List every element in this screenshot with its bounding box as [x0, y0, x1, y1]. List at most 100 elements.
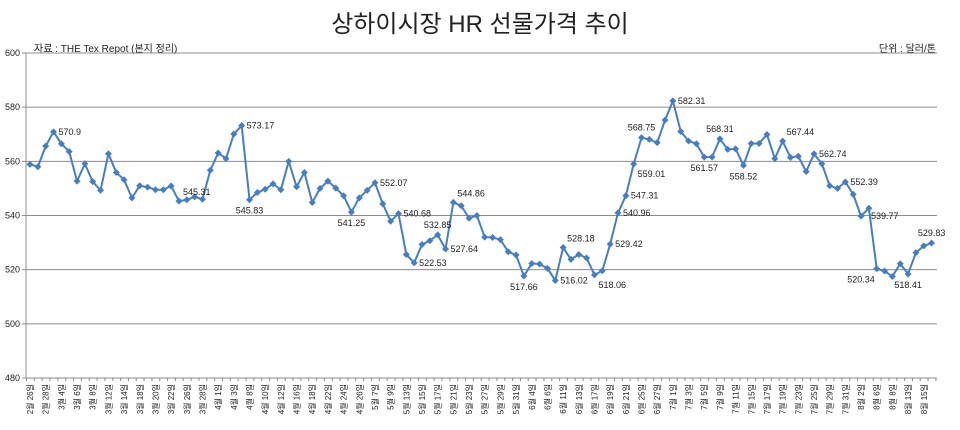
source-note: 자료 : THE Tex Repot (본지 정리) [34, 44, 178, 55]
data-point [739, 161, 747, 169]
y-tick-label: 560 [5, 156, 20, 166]
data-label: 559.01 [638, 169, 666, 179]
data-point [449, 198, 457, 206]
x-tick-label: 7월 5일 [699, 384, 709, 410]
x-tick-label: 4월 1일 [213, 384, 223, 410]
x-tick-label: 4월 8일 [245, 384, 255, 410]
data-point [888, 272, 896, 280]
data-point [308, 199, 316, 206]
data-point [214, 149, 222, 157]
y-axis-ticks: 480 500 520 540 560 580 600 [5, 48, 20, 383]
x-tick-label: 7월 15일 [746, 384, 756, 414]
data-point [50, 128, 58, 136]
data-point [496, 236, 504, 244]
x-tick-label: 7월 1일 [668, 384, 678, 410]
data-point [598, 267, 606, 275]
data-point [920, 242, 928, 250]
data-point [332, 184, 340, 192]
x-tick-label: 6월 17일 [589, 384, 599, 414]
data-label: 568.75 [628, 123, 656, 133]
x-tick-label: 4월 24일 [339, 384, 349, 414]
data-point [402, 251, 410, 258]
data-point [834, 184, 842, 192]
data-point [57, 140, 65, 148]
data-point [73, 177, 81, 185]
data-label: 540.68 [403, 209, 431, 219]
data-point [520, 272, 528, 280]
data-label: 562.74 [819, 149, 847, 159]
data-point [724, 145, 732, 153]
data-point [465, 214, 473, 222]
data-point [473, 212, 481, 219]
data-point [849, 190, 857, 198]
x-tick-label: 3월 4일 [56, 384, 66, 410]
data-point [771, 155, 779, 163]
x-tick-label: 7월 29일 [825, 384, 835, 414]
x-tick-label: 5월 7일 [370, 384, 380, 410]
x-tick-label: 3월 18일 [135, 384, 145, 414]
x-tick-label: 5월 27일 [480, 384, 490, 414]
data-point [685, 137, 693, 145]
data-point [269, 180, 277, 188]
x-tick-label: 6월 6일 [542, 384, 552, 410]
data-point [661, 116, 669, 124]
data-point [434, 231, 442, 239]
x-tick-label: 2월 26일 [25, 384, 35, 414]
chart-title: 상하이시장 HR 선물가격 추이 [331, 11, 629, 38]
data-point [763, 131, 771, 139]
x-tick-label: 7월 3일 [684, 384, 694, 410]
data-point [300, 168, 308, 176]
x-tick-label: 7월 11일 [731, 384, 741, 414]
x-tick-label: 8월 8일 [887, 384, 897, 410]
data-label: 529.83 [918, 228, 946, 238]
x-tick-label: 4월 22일 [323, 384, 333, 414]
data-label: 517.66 [510, 282, 538, 292]
data-point [692, 140, 700, 148]
data-point [238, 122, 246, 130]
x-tick-label: 4월 3일 [229, 384, 239, 410]
data-point [120, 176, 128, 184]
data-point [512, 251, 520, 259]
data-label: 539.77 [871, 211, 899, 221]
data-point [630, 160, 638, 168]
data-point [42, 142, 50, 150]
x-tick-label: 3월 8일 [88, 384, 98, 410]
data-point [112, 168, 120, 176]
data-point [583, 254, 591, 262]
data-point [379, 200, 387, 208]
price-series [26, 97, 936, 284]
data-point [104, 150, 112, 158]
data-label: 552.39 [850, 177, 878, 187]
x-tick-label: 3월 14일 [119, 384, 129, 414]
data-point [26, 160, 34, 168]
data-point [418, 240, 426, 248]
data-point [818, 160, 826, 168]
data-point [426, 237, 434, 245]
data-label: 540.96 [623, 208, 651, 218]
x-tick-label: 4월 16일 [292, 384, 302, 414]
x-tick-label: 5월 31일 [511, 384, 521, 414]
data-point [167, 182, 175, 190]
data-point [786, 154, 794, 162]
data-point [755, 139, 763, 147]
data-point [677, 128, 685, 136]
y-tick-label: 480 [5, 373, 20, 383]
y-tick-label: 540 [5, 211, 20, 221]
x-tick-label: 4월 26일 [354, 384, 364, 414]
data-point [857, 212, 865, 220]
x-tick-label: 5월 9일 [386, 384, 396, 410]
data-label: 552.07 [380, 178, 408, 188]
data-point [567, 255, 575, 263]
data-point [151, 186, 159, 194]
data-point [912, 249, 920, 257]
data-point [481, 233, 489, 241]
data-point [645, 135, 653, 143]
data-label: 518.06 [598, 280, 626, 290]
data-label: 532.85 [424, 220, 452, 230]
data-point [810, 150, 818, 158]
data-label: 529.42 [615, 239, 643, 249]
x-tick-label: 6월 11일 [558, 384, 568, 414]
data-point [802, 168, 810, 176]
data-point [489, 233, 497, 241]
data-point [89, 178, 97, 186]
